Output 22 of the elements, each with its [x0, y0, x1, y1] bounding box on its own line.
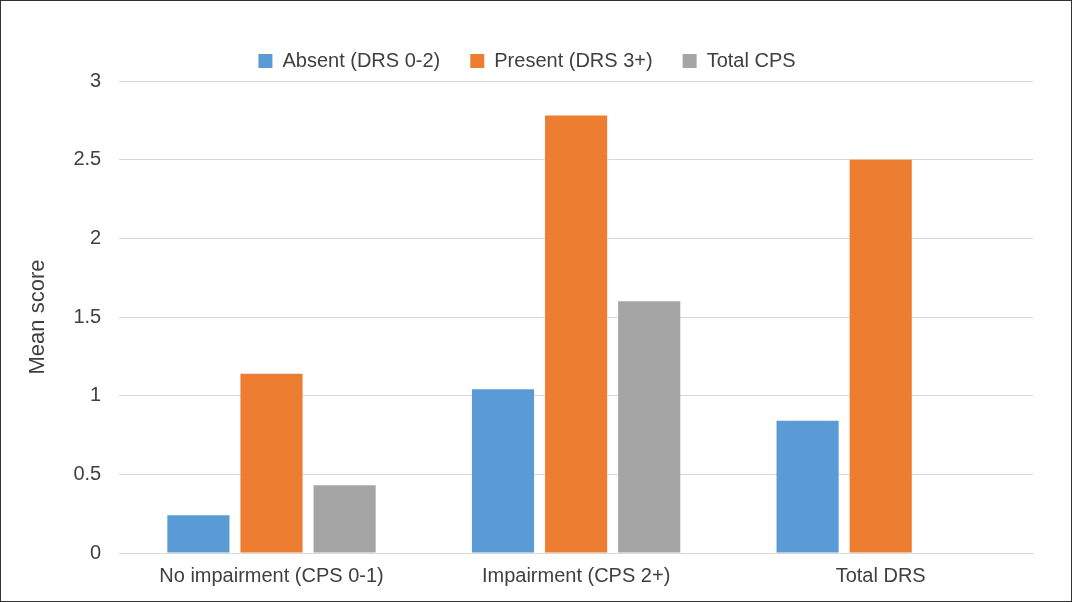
bar	[618, 301, 681, 553]
bar	[545, 115, 608, 553]
legend-label: Present (DRS 3+)	[494, 48, 653, 71]
y-tick-label: 3	[90, 68, 102, 91]
legend-label: Absent (DRS 0-2)	[282, 48, 441, 71]
y-tick-label: 0	[90, 540, 102, 563]
bar	[471, 389, 535, 553]
bar	[776, 420, 839, 553]
y-tick-label: 1	[90, 383, 102, 406]
bar	[240, 373, 303, 553]
x-tick-label: No impairment (CPS 0-1)	[159, 563, 384, 586]
y-tick-label: 2.5	[73, 147, 102, 170]
x-tick-label: Impairment (CPS 2+)	[481, 563, 671, 586]
y-tick-label: 2	[90, 225, 102, 248]
y-axis-title: Mean score	[24, 259, 50, 375]
y-tick-label: 1.5	[73, 304, 102, 327]
y-tick-label: 0.5	[73, 461, 102, 484]
bar	[313, 485, 376, 553]
legend-label: Total CPS	[706, 48, 796, 71]
bar	[167, 515, 230, 553]
x-tick-label: Total DRS	[835, 563, 926, 586]
bar	[849, 159, 912, 553]
